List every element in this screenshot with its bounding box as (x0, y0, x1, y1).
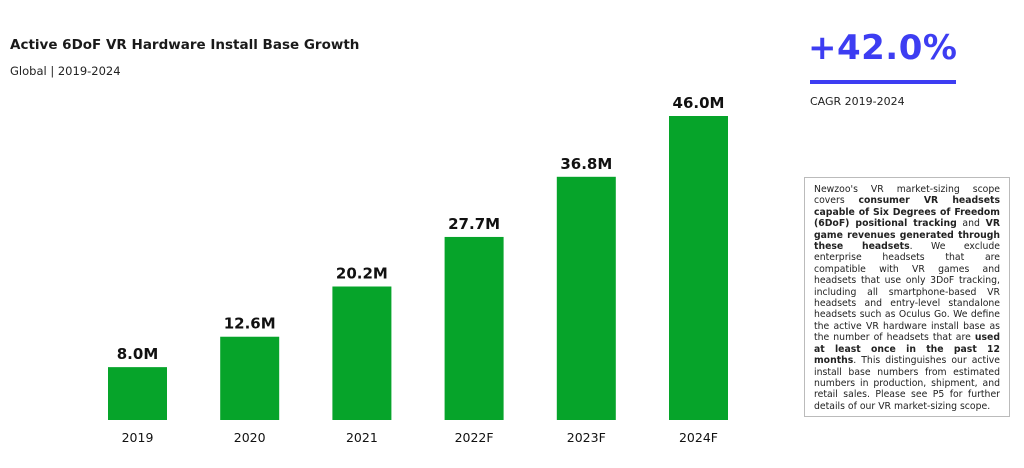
chart-subtitle: Global | 2019-2024 (10, 64, 121, 78)
cagr-underline (810, 80, 956, 84)
note-segment: VR game revenues generated through these… (814, 218, 1000, 253)
note-segment: Newzoo's VR market-sizing scope covers (814, 184, 1000, 207)
cagr-label: CAGR 2019-2024 (810, 95, 905, 108)
bar-2019 (108, 367, 167, 420)
bar-2024F (669, 116, 728, 420)
data-label: 27.7M (448, 215, 500, 233)
x-tick-label: 2021 (346, 430, 378, 445)
bar-2023F (556, 176, 616, 420)
note-segment: used at least once in the past 12 months (814, 332, 1000, 367)
bar-2022F (444, 236, 504, 420)
data-label: 20.2M (336, 265, 388, 283)
cagr-value: +42.0% (808, 28, 958, 68)
data-label: 12.6M (224, 315, 276, 333)
x-tick-label: 2020 (234, 430, 266, 445)
x-tick-label: 2022F (455, 430, 494, 445)
data-label: 46.0M (673, 94, 725, 112)
note-segment: and (956, 218, 986, 230)
chart-title: Active 6DoF VR Hardware Install Base Gro… (10, 37, 360, 53)
bar-2021 (332, 286, 392, 420)
bar-chart: 8.0M 2019 12.6M 2020 20.2M 2021 27.7M 2022F 36.8… (108, 94, 728, 445)
data-label: 36.8M (560, 155, 612, 173)
x-tick-label: 2019 (122, 430, 154, 445)
x-tick-label: 2023F (567, 430, 606, 445)
note-segment: . We exclude enterprise headsets that ar… (814, 241, 1000, 344)
bar-2020 (220, 336, 280, 420)
data-label: 8.0M (117, 345, 159, 363)
scope-note: Newzoo's VR market-sizing scope covers c… (804, 177, 1010, 417)
note-segment: . This distinguishes our active install … (814, 355, 1000, 412)
x-tick-label: 2024F (679, 430, 718, 445)
note-segment: consumer VR headsets capable of Six Degr… (814, 195, 1000, 230)
